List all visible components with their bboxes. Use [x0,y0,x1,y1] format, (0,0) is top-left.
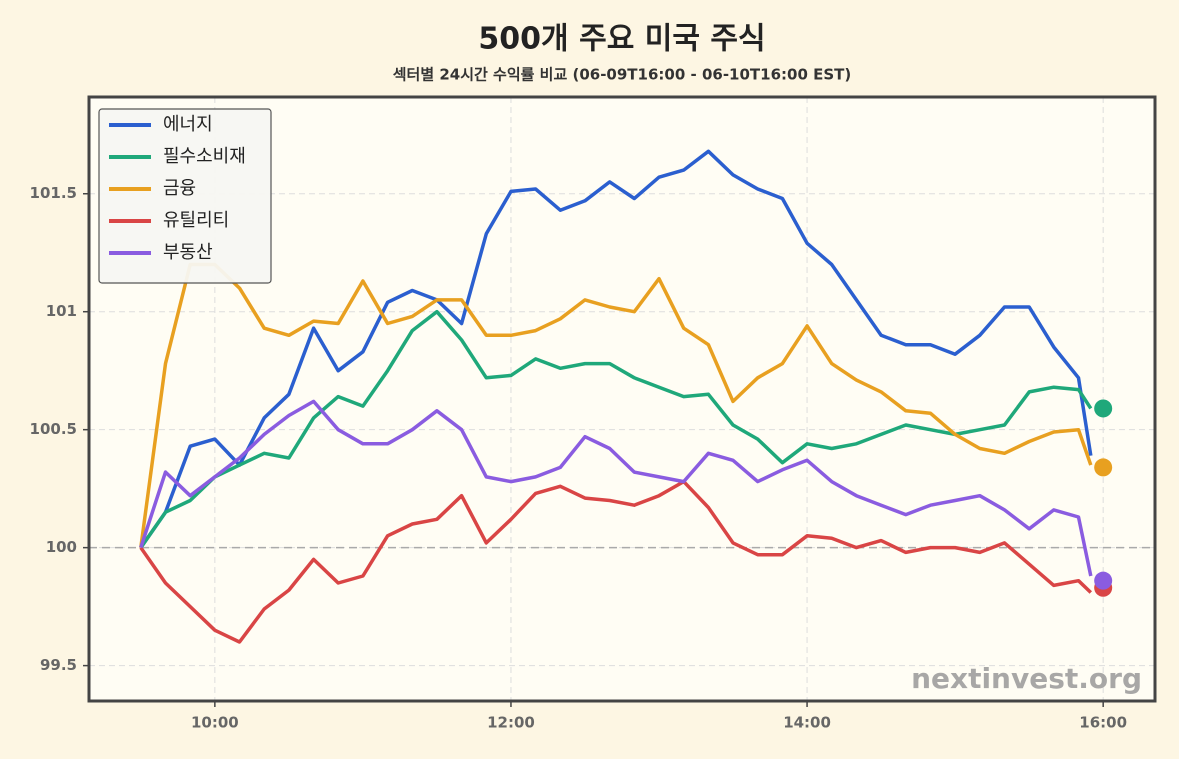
x-tick-label: 14:00 [783,714,831,732]
legend-label: 필수소비재 [163,146,246,167]
y-tick-label: 99.5 [40,656,77,674]
series-line [139,309,1093,549]
end-marker [1094,571,1113,590]
chart-subtitle: 섹터별 24시간 수익률 비교 (06-09T16:00 - 06-10T16:… [393,66,852,84]
y-tick-label: 100 [46,538,77,556]
x-tick-label: 16:00 [1079,714,1127,732]
legend-label: 에너지 [163,114,213,135]
series-line [139,149,1093,549]
x-tick-label: 10:00 [191,714,239,732]
y-tick-label: 101 [46,302,77,320]
legend-label: 유틸리티 [163,210,229,231]
chart-title: 500개 주요 미국 주식 [478,22,765,57]
legend-label: 금융 [163,178,196,199]
end-marker [1094,399,1113,418]
y-tick-label: 100.5 [30,420,77,438]
legend-label: 부동산 [163,242,213,263]
plot-frame [87,95,1157,703]
series-line [139,399,1093,577]
y-tick-label: 101.5 [30,184,77,202]
watermark: nextinvest.org [911,662,1142,695]
legend-box [98,108,272,284]
x-tick-label: 12:00 [487,714,535,732]
series-line [139,479,1093,644]
end-marker [1094,458,1113,477]
series-line [139,262,1093,548]
